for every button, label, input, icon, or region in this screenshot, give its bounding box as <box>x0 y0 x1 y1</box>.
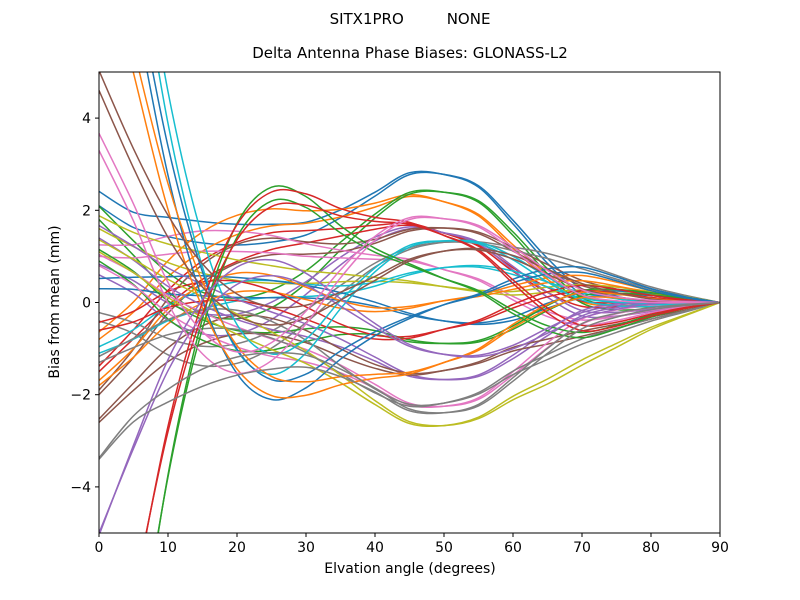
x-axis-label: Elvation angle (degrees) <box>324 561 496 577</box>
x-tick-label: 40 <box>366 540 384 556</box>
series-line-43 <box>132 72 720 399</box>
x-tick-label: 10 <box>159 540 177 556</box>
series-line-21 <box>99 287 720 324</box>
series-line-38 <box>99 239 720 427</box>
series-line-20 <box>99 265 720 348</box>
y-tick-label: −2 <box>70 388 91 404</box>
x-tick-label: 90 <box>711 540 729 556</box>
x-tick-label: 30 <box>297 540 315 556</box>
x-tick-label: 80 <box>642 540 660 556</box>
series-line-15 <box>99 240 720 368</box>
series-line-56 <box>99 301 720 459</box>
series-line-46 <box>157 185 720 533</box>
chart-title: Delta Antenna Phase Biases: GLONASS-L2 <box>252 44 568 62</box>
series-line-53 <box>99 150 720 375</box>
x-tick-label: 60 <box>504 540 522 556</box>
series-line-36 <box>99 301 720 407</box>
series-line-55 <box>99 301 720 460</box>
x-tick-label: 70 <box>573 540 591 556</box>
series-line-40 <box>163 72 720 356</box>
series-line-54 <box>99 132 720 354</box>
series-line-31 <box>99 301 720 423</box>
series-line-44 <box>138 72 720 383</box>
x-tick-label: 0 <box>95 540 104 556</box>
y-tick-label: 4 <box>82 111 91 127</box>
y-axis-label: Bias from mean (mm) <box>47 225 63 379</box>
x-tick-label: 20 <box>228 540 246 556</box>
series-line-42 <box>151 72 720 383</box>
series-lines <box>99 72 720 533</box>
tick-labels: 0 10 20 30 40 50 60 70 80 90 −4 −2 0 2 4 <box>70 111 729 556</box>
x-tick-label: 50 <box>435 540 453 556</box>
series-line-29 <box>99 237 720 381</box>
y-tick-label: 0 <box>82 296 91 312</box>
series-line-48 <box>145 188 720 533</box>
series-line-41 <box>146 72 720 401</box>
figure-suptitle: SITX1PRO NONE <box>329 10 491 28</box>
series-line-49 <box>99 275 720 533</box>
series-line-47 <box>145 202 720 533</box>
series-line-52 <box>99 72 720 309</box>
y-tick-label: −4 <box>70 480 91 496</box>
tick-marks <box>95 117 721 537</box>
series-line-22 <box>99 274 720 326</box>
y-tick-label: 2 <box>82 203 91 219</box>
series-line-51 <box>99 90 720 326</box>
